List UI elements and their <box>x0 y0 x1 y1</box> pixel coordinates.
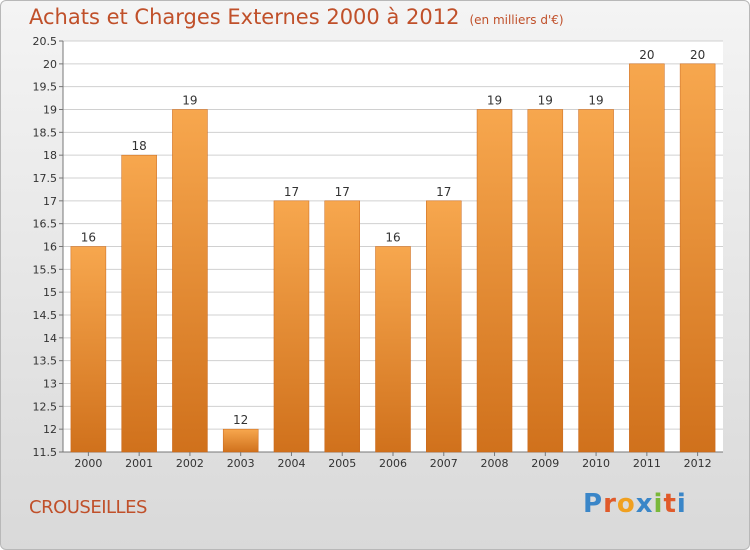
y-tick-label: 14 <box>43 332 57 345</box>
y-tick-label: 15 <box>43 286 57 299</box>
y-tick-label: 17.5 <box>33 172 58 185</box>
bar-value-label: 19 <box>182 94 197 108</box>
x-tick-label: 2003 <box>227 457 255 470</box>
y-tick-label: 11.5 <box>33 446 58 459</box>
y-tick-label: 13.5 <box>33 355 58 368</box>
x-tick-label: 2002 <box>176 457 204 470</box>
y-tick-label: 18.5 <box>33 126 58 139</box>
bar-value-label: 16 <box>385 231 400 245</box>
x-tick-label: 2005 <box>328 457 356 470</box>
y-tick-label: 16 <box>43 241 57 254</box>
bar-value-label: 19 <box>487 94 502 108</box>
y-tick-label: 16.5 <box>33 218 58 231</box>
commune-name: CROUSEILLES <box>29 497 147 518</box>
bar-2000 <box>70 246 107 453</box>
bar-2002 <box>172 109 208 453</box>
x-tick-label: 2008 <box>481 457 509 470</box>
y-tick-label: 20 <box>43 58 57 71</box>
bar-2007 <box>426 200 462 453</box>
x-tick-label: 2010 <box>582 457 610 470</box>
bar-2009 <box>527 109 564 453</box>
bar-value-label: 16 <box>81 231 96 245</box>
y-tick-label: 19 <box>43 104 57 117</box>
bar-2008 <box>476 109 513 453</box>
y-tick-label: 12 <box>43 423 57 436</box>
y-tick-label: 18 <box>43 149 57 162</box>
bar-value-label: 12 <box>233 413 248 427</box>
bar-2010 <box>578 109 614 453</box>
y-tick-label: 19.5 <box>33 81 58 94</box>
y-tick-label: 13 <box>43 378 57 391</box>
y-tick-label: 15.5 <box>33 263 58 276</box>
x-tick-label: 2000 <box>74 457 102 470</box>
bar-2004 <box>273 200 310 453</box>
bar-2003 <box>222 428 259 453</box>
y-tick-label: 20.5 <box>33 35 58 48</box>
x-tick-label: 2001 <box>125 457 153 470</box>
bar-2005 <box>324 200 360 453</box>
bar-value-label: 17 <box>284 185 299 199</box>
bar-value-label: 19 <box>538 94 553 108</box>
bar-value-label: 20 <box>639 48 654 62</box>
bar-value-label: 18 <box>132 139 147 153</box>
bar-2006 <box>375 246 411 453</box>
proxiti-logo: Proxiti <box>583 489 687 519</box>
chart-unit-label: (en milliers d'€) <box>469 13 564 27</box>
bar-2012 <box>679 63 716 453</box>
y-tick-label: 17 <box>43 195 57 208</box>
x-tick-label: 2004 <box>277 457 305 470</box>
bar-value-label: 19 <box>588 94 603 108</box>
chart-title: Achats et Charges Externes 2000 à 2012 (e… <box>29 5 564 29</box>
x-tick-label: 2006 <box>379 457 407 470</box>
bar-value-label: 17 <box>436 185 451 199</box>
bar-value-label: 17 <box>335 185 350 199</box>
x-tick-label: 2007 <box>430 457 458 470</box>
x-tick-label: 2012 <box>684 457 712 470</box>
y-tick-label: 12.5 <box>33 400 58 413</box>
bar-2001 <box>121 154 157 453</box>
x-tick-label: 2011 <box>633 457 661 470</box>
bar-value-label: 20 <box>690 48 705 62</box>
x-tick-label: 2009 <box>531 457 559 470</box>
bar-2011 <box>629 63 665 453</box>
y-tick-label: 14.5 <box>33 309 58 322</box>
chart-title-text: Achats et Charges Externes 2000 à 2012 <box>29 5 460 29</box>
